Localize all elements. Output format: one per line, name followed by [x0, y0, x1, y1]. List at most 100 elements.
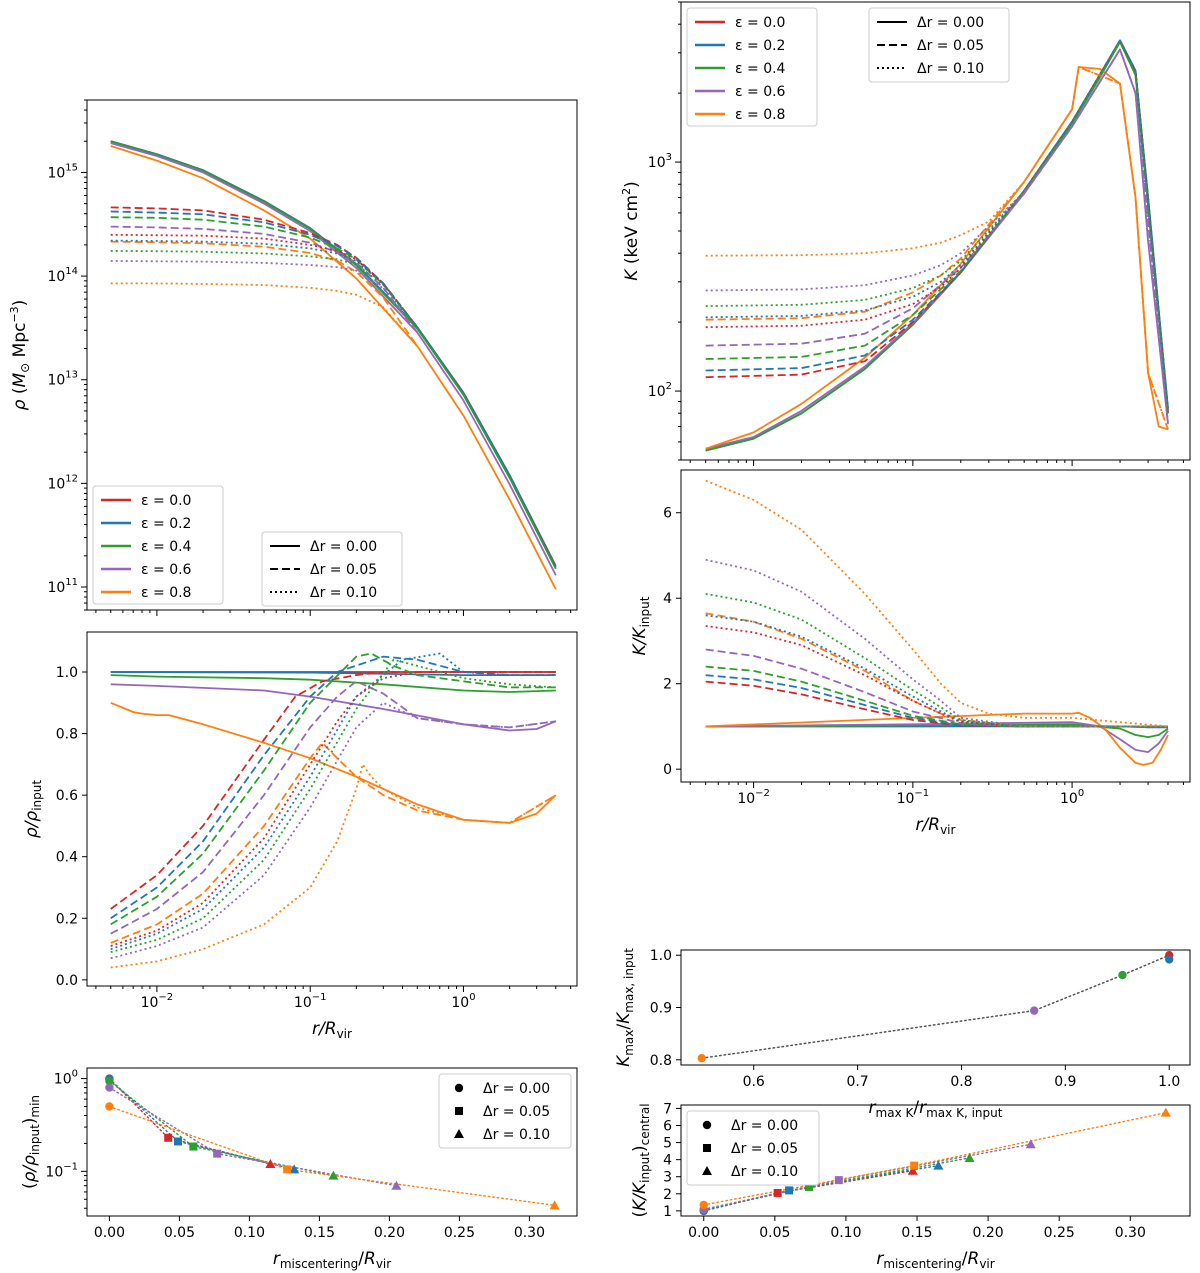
- legend-frame: [868, 7, 1010, 83]
- data-point-0-2: [907, 1165, 918, 1175]
- x-tick-label: 0.10: [830, 1225, 861, 1241]
- data-point-4-1: [910, 1161, 919, 1170]
- legend-frame: [438, 1073, 572, 1149]
- data-point-2-1: [189, 1142, 198, 1151]
- series-line-2: [110, 140, 557, 570]
- series-group: [110, 652, 557, 969]
- legend-label: Δr = 0.00: [731, 1118, 798, 1134]
- panel-rho_min: 0.00 0.05 0.10 0.15 0.20 0.25 0.30 10−1 100 Δr = …: [20, 1067, 578, 1271]
- x-axis-label: rmiscentering/Rvir: [876, 1249, 994, 1271]
- x-tick-label: 0.10: [234, 1225, 265, 1241]
- x-tick-label: 0.00: [94, 1225, 125, 1241]
- legend-marker-square: [703, 1144, 711, 1152]
- legend-label: Δr = 0.00: [917, 15, 984, 31]
- data-point-1-0: [1165, 955, 1174, 964]
- data-point-1-2: [933, 1160, 944, 1170]
- y-tick-label: 103: [648, 152, 672, 171]
- panel-K_ratio: 10−2 10−1 100 0 2 4 6 K/Kinput r/Rvir: [630, 469, 1191, 837]
- legend-label: ε = 0.0: [141, 493, 191, 509]
- series-line-11: [110, 239, 419, 328]
- legend-markers: Δr = 0.00 Δr = 0.05 Δr = 0.10: [438, 1073, 572, 1149]
- series-group: [110, 140, 557, 590]
- data-point-2-2: [964, 1152, 975, 1162]
- series-line-14: [705, 479, 1169, 728]
- y-tick-label: 0.0: [56, 973, 78, 989]
- x-axis-label: rmax K/rmax K, input: [869, 1098, 1003, 1120]
- series-line-7: [705, 665, 1168, 728]
- x-tick-label: 0.30: [514, 1225, 545, 1241]
- x-tick-label: 0.25: [1044, 1225, 1075, 1241]
- legend-delta: Δr = 0.00 Δr = 0.05 Δr = 0.10: [868, 7, 1010, 83]
- y-tick-label: 0.8: [56, 727, 78, 743]
- legend-label: ε = 0.2: [735, 38, 785, 54]
- x-tick-label: 10−1: [897, 788, 930, 807]
- series-line-5: [110, 671, 556, 910]
- trend-line-3: [703, 1143, 1032, 1210]
- y-tick-label: 1012: [47, 473, 78, 492]
- legend-label: Δr = 0.00: [310, 539, 377, 555]
- legend-marker-circle: [454, 1083, 464, 1093]
- x-tick-label: 0.15: [304, 1225, 335, 1241]
- series-line-5: [110, 206, 419, 328]
- data-point-1-1: [174, 1137, 182, 1146]
- data-point-1-2: [289, 1164, 300, 1174]
- y-tick-label: 0.4: [56, 850, 78, 866]
- legend-epsilon: ε = 0.0 ε = 0.2 ε = 0.4 ε = 0.6 ε = 0.8: [92, 485, 224, 605]
- series-line-8: [705, 648, 1168, 728]
- y-axis-label: K/Kinput: [630, 596, 652, 655]
- panel-rho_ratio: 10−2 10−1 100 0.0 0.2 0.4 0.6 0.8 1.0 ρ/ρinput r/R…: [22, 631, 578, 1041]
- legend-marker-square: [455, 1107, 463, 1115]
- data-point-0-1: [773, 1188, 782, 1197]
- series-line-14: [110, 763, 557, 969]
- y-tick-label: 6: [663, 506, 672, 522]
- series-line-3: [110, 683, 557, 732]
- x-tick-label: 10−1: [294, 992, 327, 1011]
- legend-delta: Δr = 0.00 Δr = 0.05 Δr = 0.10: [261, 531, 403, 607]
- legend-label: Δr = 0.10: [483, 1127, 550, 1143]
- data-point-0-1: [164, 1133, 173, 1142]
- y-axis-label: Kmax/Kmax, input: [614, 948, 636, 1067]
- plot-frame: [680, 1104, 1191, 1217]
- series-line-8: [705, 48, 1169, 424]
- series-line-6: [705, 674, 1168, 728]
- legend-label: ε = 0.6: [141, 562, 192, 578]
- x-axis-label: r/Rvir: [916, 815, 956, 837]
- series-line-5: [705, 680, 1168, 728]
- series-group: [705, 479, 1169, 766]
- y-tick-label: 6: [663, 1118, 672, 1134]
- plot-frame: [86, 99, 578, 611]
- legend-frame: [686, 7, 818, 127]
- legend-label: ε = 0.8: [735, 107, 785, 123]
- series-line-1: [110, 671, 556, 676]
- x-tick-label: 0.00: [688, 1225, 719, 1241]
- data-point-3-0: [1029, 1006, 1039, 1015]
- series-line-13: [110, 701, 556, 960]
- y-tick-label: 0.2: [56, 911, 78, 927]
- y-tick-label: 1.0: [650, 948, 672, 964]
- series-line-12: [110, 658, 556, 953]
- data-point-0-2: [265, 1158, 276, 1168]
- plot-frame: [680, 949, 1191, 1066]
- series-line-6: [110, 210, 419, 328]
- data-point-2-2: [328, 1170, 339, 1180]
- x-tick-label: 100: [1060, 788, 1084, 807]
- series-line-9: [110, 741, 557, 944]
- data-point-2-0: [1118, 970, 1127, 980]
- legend-label: Δr = 0.10: [731, 1164, 798, 1180]
- series-line-13: [110, 260, 419, 334]
- series-line-10: [110, 233, 419, 328]
- series-line-7: [110, 652, 556, 926]
- series-line-8: [110, 225, 419, 334]
- x-tick-label: 0.6: [743, 1074, 765, 1090]
- y-tick-label: 1014: [47, 266, 78, 285]
- x-tick-label: 0.8: [950, 1074, 972, 1090]
- data-point-3-0: [105, 1083, 114, 1092]
- y-tick-label: 4: [663, 591, 672, 607]
- series-line-9: [705, 612, 1168, 728]
- data-point-4-1: [283, 1165, 292, 1174]
- x-axis-label: r/Rvir: [312, 1019, 352, 1041]
- x-tick-label: 0.9: [1054, 1074, 1076, 1090]
- series-line-12: [705, 593, 1168, 728]
